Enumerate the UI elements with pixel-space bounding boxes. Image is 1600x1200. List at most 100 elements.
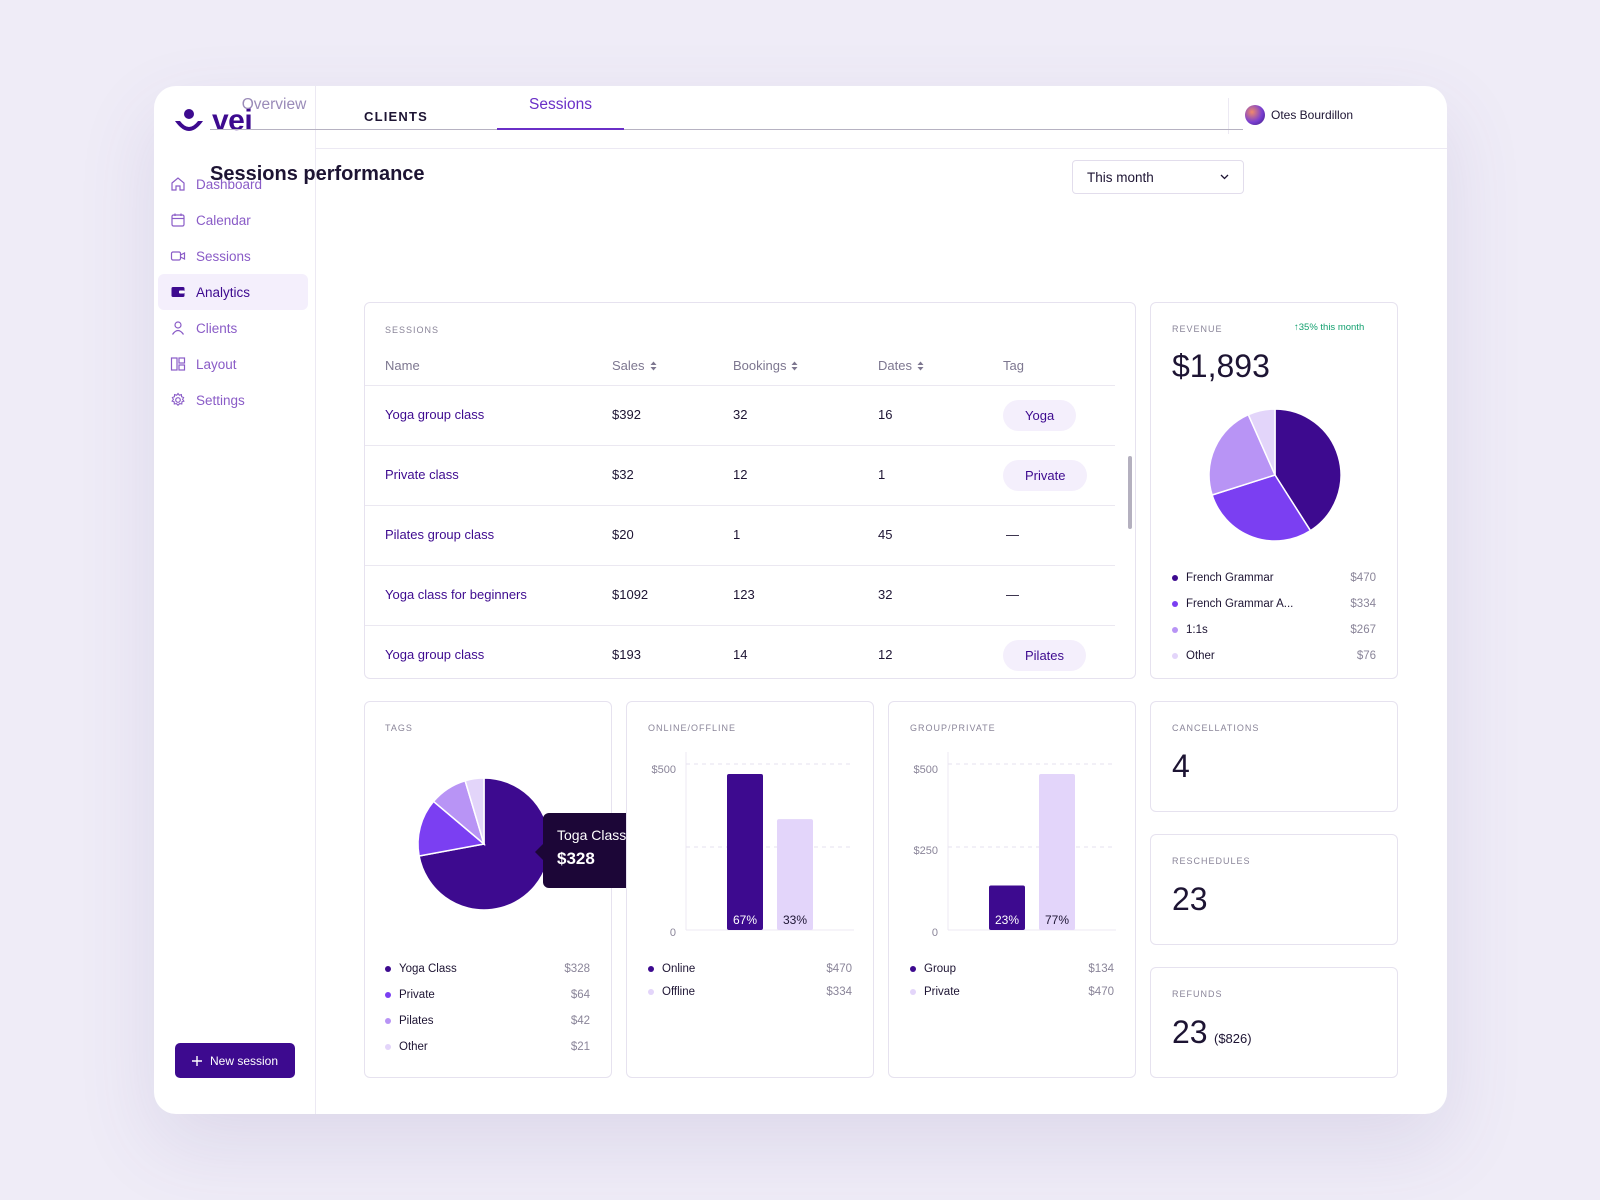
sidebar-item-label: Analytics [196,284,251,300]
legend-item: Online [648,963,695,975]
session-dates: 32 [878,587,893,602]
pie-slice-other[interactable] [1247,408,1276,476]
user-icon [172,321,184,335]
table-row[interactable]: Yoga group class $392 32 16 Yoga [365,385,1115,445]
table-scrollbar[interactable] [1128,456,1132,529]
legend-value: $334 [1350,598,1376,610]
bar-group[interactable] [989,885,1025,930]
legend-label: Group [924,963,956,975]
logo[interactable]: vei [172,104,253,138]
legend-dot [1172,575,1178,581]
tab-sessions[interactable]: Sessions [497,88,624,130]
session-name[interactable]: Pilates group class [385,527,495,542]
legend-item: Offline [648,986,695,998]
tag-empty: — [1006,527,1019,542]
tags-pie-chart[interactable] [414,774,554,914]
legend-dot [385,1018,391,1024]
layout-icon [170,357,186,371]
session-bookings: 123 [733,587,755,602]
table-row[interactable]: Pilates group class $20 1 45 — [365,505,1115,565]
header-divider [1228,98,1229,134]
y-tick-label: $500 [913,764,938,776]
sidebar-item-sessions[interactable]: Sessions [158,238,308,274]
legend-item: Other [385,1041,428,1053]
legend-value: $328 [564,963,590,975]
legend-value: $134 [1088,963,1114,975]
legend-value: $42 [570,1015,590,1027]
sidebar-item-label: Settings [196,392,245,408]
bar-online[interactable] [727,773,763,930]
sidebar-item-label: Sessions [196,248,251,264]
tag-badge: Pilates [1003,640,1087,671]
bar-percent-label: 77% [1045,913,1069,927]
bar-percent-label: 33% [783,913,807,927]
cancellations-label: CANCELLATIONS [1172,723,1260,733]
period-select[interactable]: This month [1072,160,1244,194]
tag-badge: Yoga [1003,400,1077,431]
pie-slice-french-grammar-a[interactable] [1211,474,1312,542]
sort-icon [650,361,657,370]
top-header: CLIENTS Otes Bourdillon [316,86,1447,149]
legend-item: Other [1172,650,1215,662]
arrow-up-icon: ↑ [1294,322,1299,333]
pie-slice-other[interactable] [464,777,485,845]
sidebar-item-label: Layout [196,356,237,372]
legend-item: Private [385,989,435,1001]
online-offline-bar-chart: 67% 33% [685,752,854,931]
sidebar-item-label: Calendar [196,212,251,228]
logo-text: vei [212,104,253,137]
session-bookings: 1 [733,527,741,542]
session-dates: 16 [878,407,893,422]
user-menu[interactable]: Otes Bourdillon [1245,105,1353,125]
session-dates: 1 [878,467,886,482]
bar-offline[interactable] [777,819,813,930]
legend-label: Pilates [399,1015,434,1027]
new-session-button[interactable]: New session [175,1043,295,1078]
table-row[interactable]: Yoga class for beginners $1092 123 32 — [365,565,1115,625]
session-bookings: 12 [733,467,748,482]
legend-label: Yoga Class [399,963,457,975]
column-header-dates[interactable]: Dates [878,358,924,373]
legend-label: French Grammar A... [1186,598,1294,610]
cancellations-value: 4 [1172,748,1190,784]
pie-slice-private[interactable] [417,800,486,857]
online-card-label: ONLINE/OFFLINE [648,723,737,733]
column-header-bookings[interactable]: Bookings [733,358,798,373]
logo-icon [175,109,203,131]
sidebar-item-dashboard[interactable]: Dashboard [158,166,308,202]
tooltip-label: Toga Class [557,827,627,843]
group-private-bar-chart: 23% 77% [947,752,1116,931]
tab-overview[interactable]: Overview [241,96,307,113]
session-name[interactable]: Yoga group class [385,407,485,422]
sidebar-item-settings[interactable]: Settings [158,382,308,418]
legend-label: Offline [662,986,696,998]
sort-icon [791,361,798,370]
sidebar-item-analytics[interactable]: Analytics [158,274,308,310]
sidebar-item-clients[interactable]: Clients [158,310,308,346]
sidebar-item-label: Clients [196,320,238,336]
session-bookings: 14 [733,647,748,662]
session-name[interactable]: Yoga group class [385,647,485,662]
table-row[interactable]: Private class $32 12 1 Private [365,445,1115,505]
legend-item: Group [910,963,956,975]
sessions-card-label: SESSIONS [385,325,440,335]
column-header-sales[interactable]: Sales [612,358,657,373]
bar-private[interactable] [1039,773,1075,930]
y-tick-label: $250 [913,845,938,857]
tags-card-label: TAGS [385,723,413,733]
session-sales: $392 [612,407,641,422]
bar-percent-label: 23% [995,913,1019,927]
session-name[interactable]: Private class [385,467,459,482]
revenue-card-label: REVENUE [1172,324,1223,334]
sidebar-item-layout[interactable]: Layout [158,346,308,382]
revenue-delta-text: 35% this month [1298,322,1365,333]
column-header-name[interactable]: Name [385,358,420,373]
session-name[interactable]: Yoga class for beginners [385,587,527,602]
tooltip-value: $328 [557,849,595,868]
legend-dot [648,966,654,972]
table-row[interactable]: Yoga group class $193 14 12 Pilates [365,625,1115,677]
pie-slice-1-1s[interactable] [1208,413,1277,496]
bar-percent-label: 67% [733,913,757,927]
y-tick-label: $500 [651,764,676,776]
sidebar-item-calendar[interactable]: Calendar [158,202,308,238]
